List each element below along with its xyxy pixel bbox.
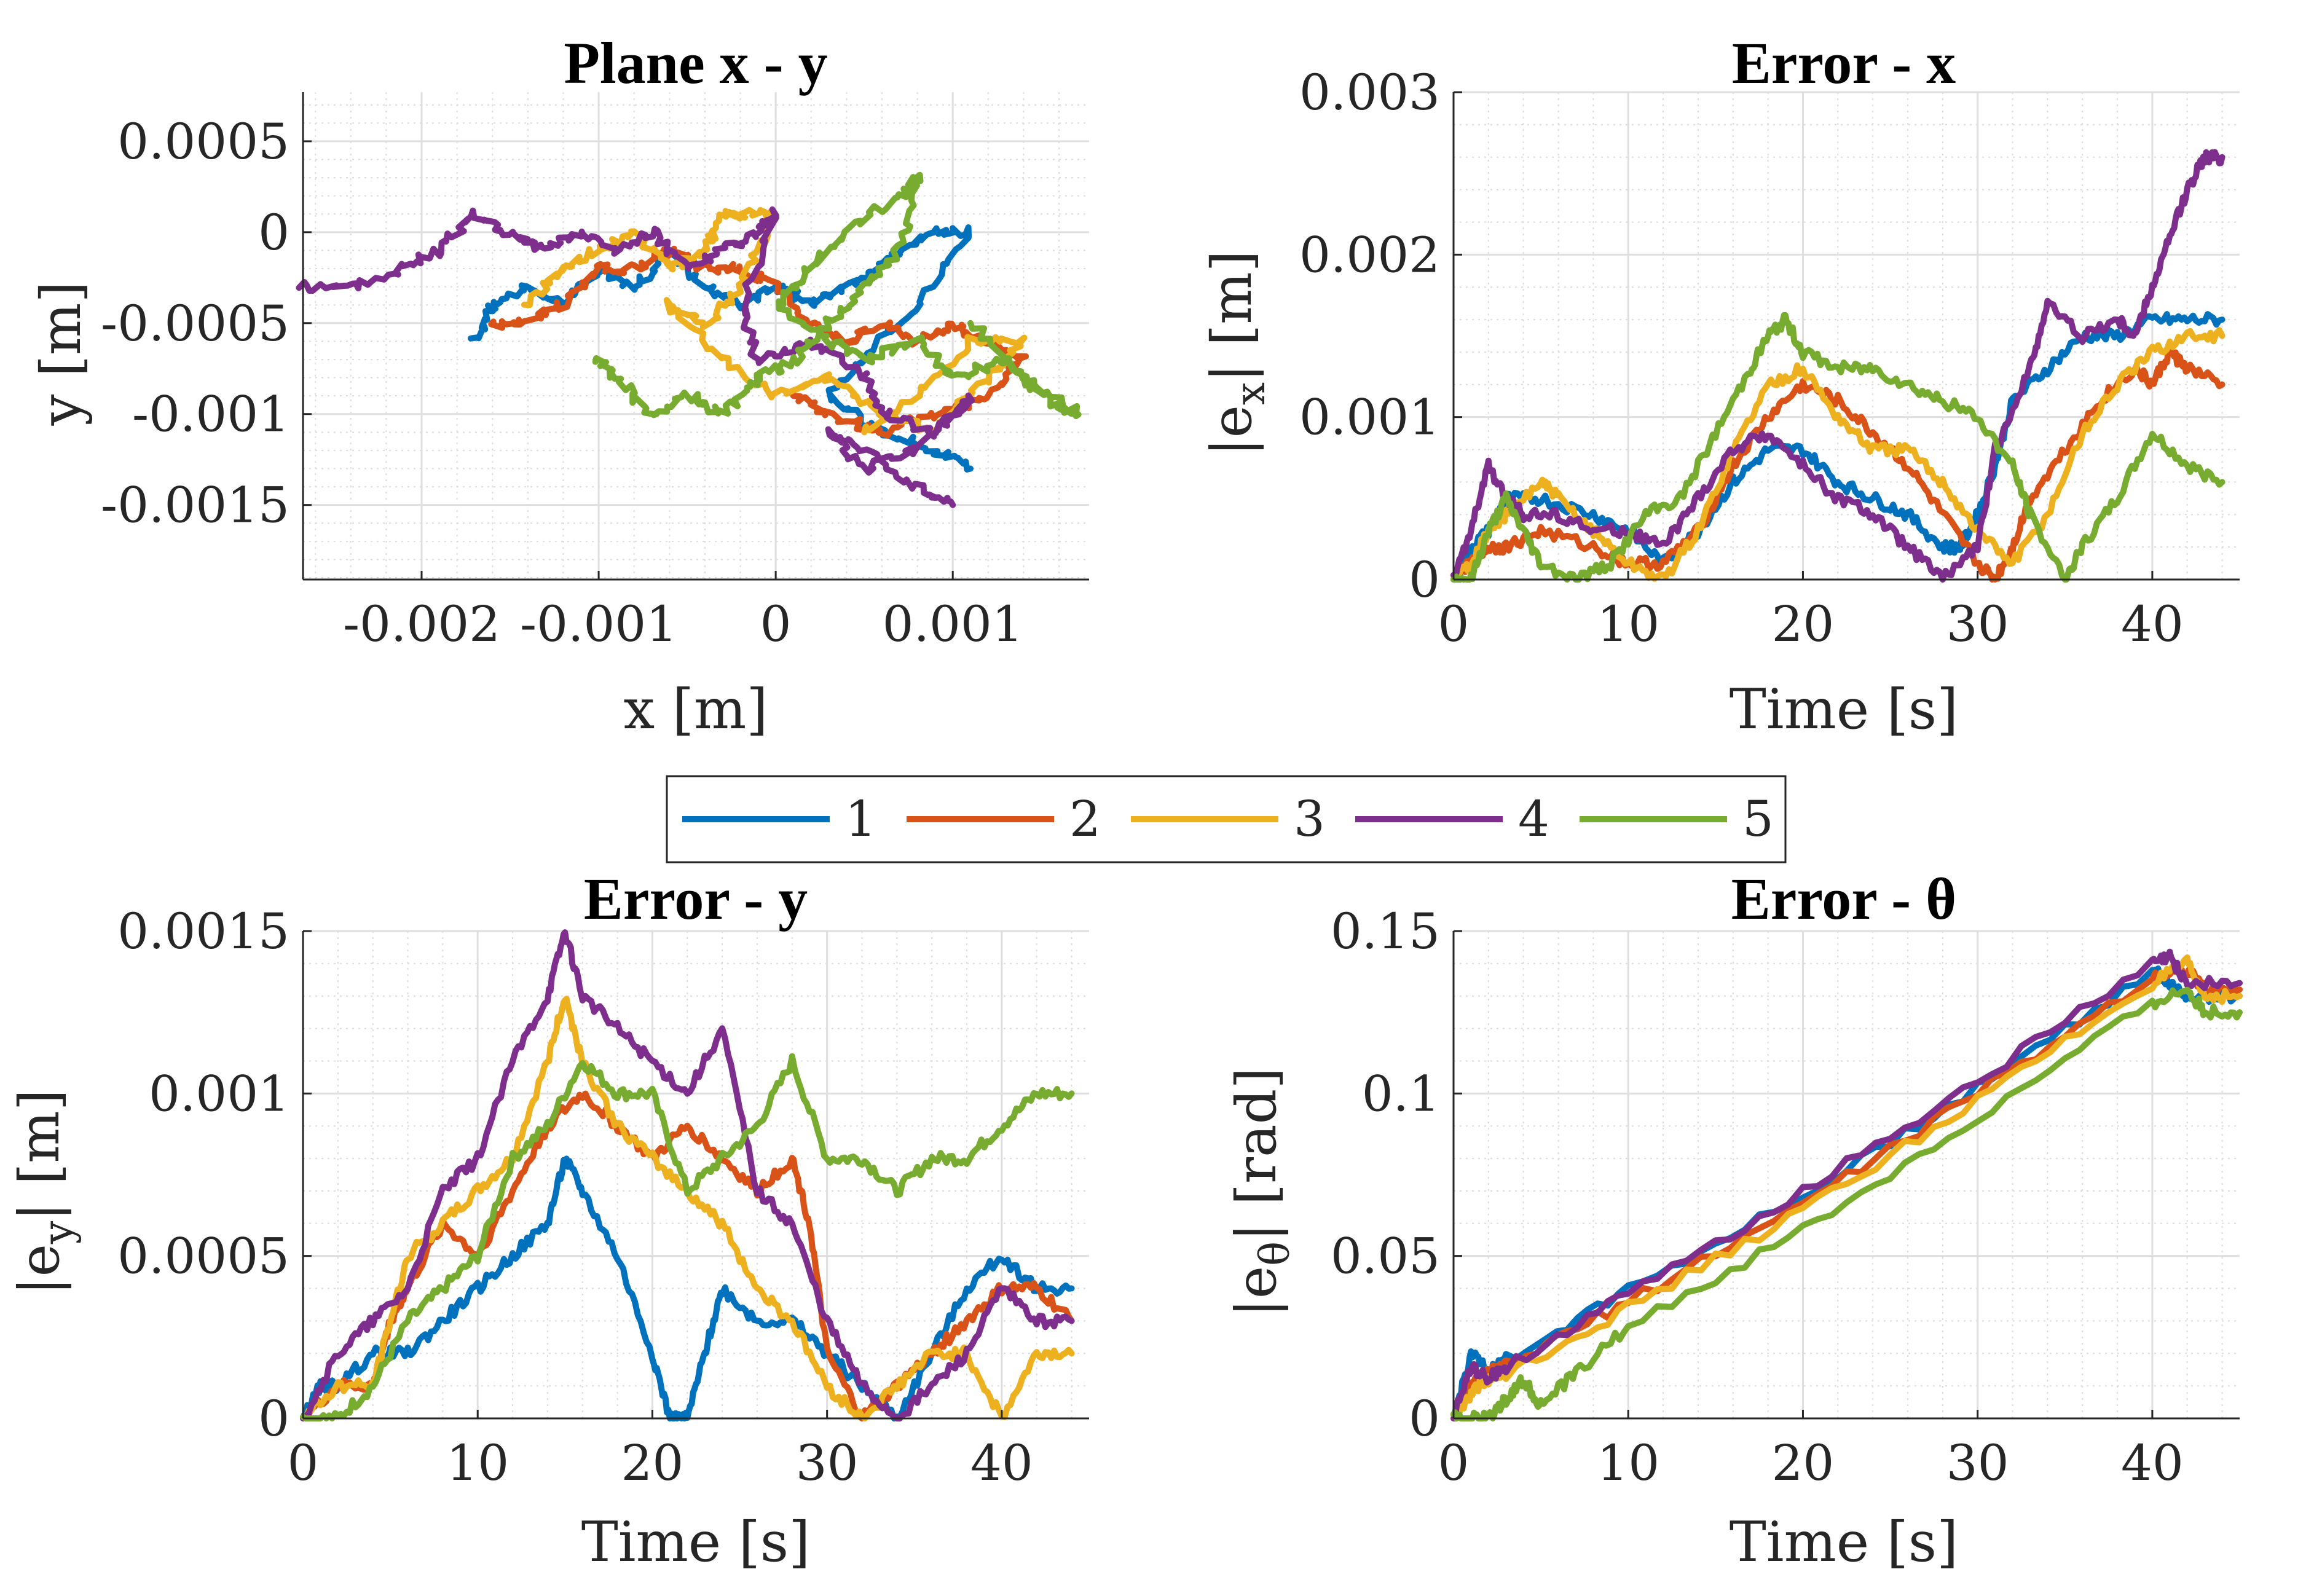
x-axis-label: x [m] (624, 677, 768, 742)
chart-title: Error - θ (1731, 866, 1956, 932)
plane-xy-chart: -0.002 -0.001 0 0.001 0.0005 0 -0.0005 -0.001 -0… (29, 30, 1089, 742)
x-tick-label: 0 (760, 596, 792, 653)
y-tick-label: 0 (1409, 551, 1440, 608)
legend-label-4: 4 (1518, 790, 1549, 847)
legend-entry: 1 (682, 790, 876, 847)
y-tick-label: 0.1 (1362, 1065, 1440, 1122)
x-tick-label: -0.001 (520, 596, 677, 653)
y-tick-label: 0 (258, 204, 289, 261)
legend-label-3: 3 (1294, 790, 1325, 847)
legend: 1 2 3 4 5 (666, 775, 1787, 863)
x-tick-label: 20 (1772, 1434, 1835, 1492)
x-tick-label: 30 (1946, 596, 2009, 653)
series-line-1 (1450, 311, 2226, 583)
x-tick-label: 0 (1438, 1434, 1470, 1492)
y-tick-label: 0.001 (149, 1065, 289, 1122)
chart-title: Plane x - y (564, 30, 827, 96)
series-line-5 (1450, 986, 2243, 1421)
series-line-5 (1450, 312, 2226, 583)
legend-entry: 5 (1580, 790, 1774, 847)
y-tick-label: -0.0005 (101, 295, 289, 352)
legend-entry: 2 (907, 790, 1101, 847)
series-line-3 (1450, 954, 2243, 1421)
x-axis-label: Time [s] (1730, 1510, 1958, 1574)
y-tick-label: 0 (1409, 1390, 1440, 1447)
x-tick-label: 30 (1946, 1434, 2009, 1492)
y-tick-label: -0.001 (132, 386, 289, 443)
series-line-3 (300, 996, 1075, 1421)
series-line-5 (592, 171, 1082, 419)
y-tick-label: 0 (258, 1390, 289, 1447)
series-line-4 (296, 206, 975, 508)
x-tick-label: 0 (1438, 596, 1470, 653)
x-tick-label: 40 (2121, 1434, 2184, 1492)
series-line-4 (1450, 149, 2226, 583)
y-tick-label: 0.0015 (117, 903, 289, 960)
chart-title: Error - x (1732, 30, 1956, 96)
x-axis-label: Time [s] (581, 1510, 810, 1574)
x-tick-label: 10 (446, 1434, 509, 1492)
x-tick-label: 30 (796, 1434, 859, 1492)
x-tick-label: 10 (1597, 596, 1659, 653)
error-y-chart: 0 10 20 30 40 0 0.0005 0.001 0.0015 Error - y Ti… (7, 866, 1089, 1574)
legend-label-5: 5 (1742, 790, 1774, 847)
x-tick-label: 0.001 (883, 596, 1023, 653)
error-x-chart: 0 10 20 30 40 0 0.001 0.002 0.003 Error - x Time… (1200, 30, 2240, 742)
y-axis-label: |eθ| [rad] (1224, 1067, 1299, 1318)
x-tick-label: 0 (288, 1434, 319, 1492)
series-line-4 (300, 929, 1075, 1421)
series-line-4 (1450, 948, 2243, 1421)
y-tick-label: 0.05 (1331, 1228, 1440, 1285)
series-line-3 (1450, 327, 2226, 583)
legend-label-2: 2 (1069, 790, 1101, 847)
y-tick-label: 0.002 (1299, 226, 1440, 283)
legend-label-1: 1 (845, 790, 876, 847)
y-tick-label: 0.0005 (117, 113, 289, 170)
legend-entry: 4 (1355, 790, 1549, 847)
x-axis-label: Time [s] (1730, 677, 1958, 742)
series-line-5 (300, 1053, 1075, 1421)
y-axis-label: y [m] (29, 281, 93, 426)
x-tick-label: 10 (1597, 1434, 1659, 1492)
error-theta-chart: 0 10 20 30 40 0 0.05 0.1 0.15 Error - θ Time [s]… (1224, 866, 2243, 1574)
y-tick-label: 0.003 (1299, 64, 1440, 121)
y-axis-label: |ey| [m] (7, 1089, 82, 1295)
y-tick-label: -0.0015 (101, 477, 289, 534)
x-tick-label: 40 (970, 1434, 1033, 1492)
chart-title: Error - y (584, 866, 808, 932)
series-line-1 (1450, 965, 2243, 1418)
y-tick-label: 0.0005 (117, 1228, 289, 1285)
x-tick-label: 20 (621, 1434, 684, 1492)
legend-entry: 3 (1131, 790, 1325, 847)
y-axis-label: |ex| [m] (1200, 250, 1274, 456)
x-tick-label: -0.002 (343, 596, 500, 653)
x-tick-label: 20 (1772, 596, 1835, 653)
y-tick-label: 0.15 (1331, 903, 1440, 960)
series-line-1 (468, 224, 974, 473)
y-tick-label: 0.001 (1299, 389, 1440, 446)
x-tick-label: 40 (2121, 596, 2184, 653)
